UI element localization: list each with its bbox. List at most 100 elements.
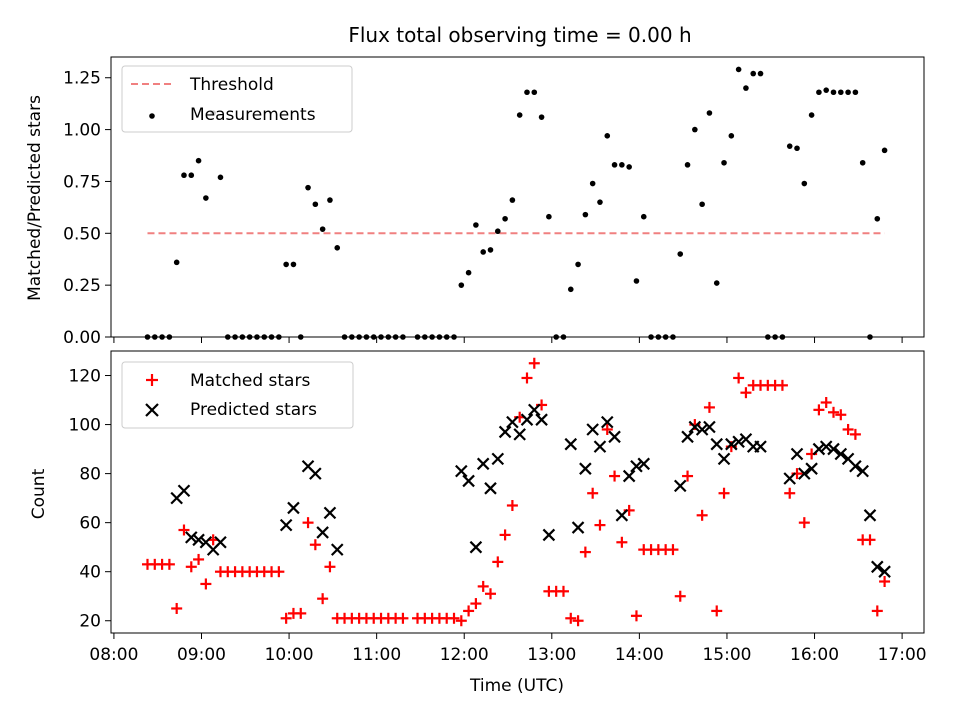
matched-stars-point bbox=[324, 561, 336, 573]
matched-stars-point bbox=[784, 487, 796, 499]
measurement-point bbox=[859, 159, 866, 166]
measurement-point bbox=[816, 89, 822, 96]
measurement-point bbox=[881, 147, 888, 154]
top-panel: Flux total observing time = 0.00 h 0.00 0… bbox=[25, 23, 925, 348]
matched-stars-point bbox=[499, 529, 511, 541]
measurement-point bbox=[188, 172, 195, 179]
matched-stars-point bbox=[309, 539, 321, 551]
predicted-stars-point bbox=[695, 423, 709, 436]
predicted-stars-point bbox=[849, 459, 862, 473]
matched-stars-point bbox=[506, 499, 518, 511]
matched-stars-point bbox=[295, 607, 307, 619]
matched-stars-point bbox=[565, 612, 577, 624]
predicted-stars-point bbox=[732, 435, 745, 449]
matched-stars-point bbox=[864, 534, 876, 546]
measurement-point bbox=[567, 286, 574, 293]
bottom-y-axis-label: Count bbox=[29, 468, 49, 519]
bottom-legend-box bbox=[121, 361, 354, 429]
predicted-stars-point bbox=[783, 472, 796, 485]
measurement-point bbox=[531, 89, 538, 96]
bottom-y-tick-label: 60 bbox=[79, 514, 101, 534]
measurement-point bbox=[312, 201, 319, 208]
top-legend-box bbox=[121, 65, 353, 133]
matched-stars-point bbox=[448, 612, 460, 624]
measurement-point bbox=[494, 228, 501, 235]
measurement-point bbox=[516, 112, 523, 118]
predicted-stars-point bbox=[279, 518, 293, 532]
legend-measurements-label: Measurements bbox=[190, 105, 316, 125]
measurement-point bbox=[327, 197, 333, 203]
predicted-stars-point bbox=[608, 430, 621, 444]
measurement-point bbox=[458, 282, 465, 288]
top-y-tick-label: 0.75 bbox=[63, 172, 101, 192]
predicted-stars-point bbox=[681, 430, 694, 444]
predicted-stars-point bbox=[593, 440, 607, 453]
measurement-point bbox=[575, 261, 581, 268]
matched-stars-point bbox=[696, 509, 708, 521]
predicted-stars-point bbox=[571, 521, 585, 534]
predicted-stars-point bbox=[520, 413, 534, 426]
predicted-stars-point bbox=[287, 501, 300, 515]
predicted-stars-point bbox=[506, 415, 519, 429]
predicted-stars-point bbox=[185, 531, 198, 544]
measurement-point bbox=[546, 213, 552, 220]
measurement-point bbox=[728, 133, 735, 139]
bottom-panel: 20 40 60 80 100 120 08:00 09:00 10:00 11:00 12:00… bbox=[29, 350, 927, 696]
predicted-stars-point bbox=[214, 535, 227, 549]
measurement-point bbox=[611, 162, 618, 168]
x-tick-label: 11:00 bbox=[352, 645, 401, 665]
measurement-point bbox=[290, 261, 297, 268]
predicted-stars-point bbox=[469, 540, 483, 554]
matched-stars-point bbox=[579, 546, 591, 558]
measurement-point bbox=[480, 249, 486, 255]
predicted-stars-point bbox=[673, 479, 687, 493]
measurement-point bbox=[487, 247, 494, 253]
matched-stars-point bbox=[280, 612, 292, 624]
predicted-stars-point bbox=[462, 474, 475, 488]
matched-stars-point bbox=[703, 401, 715, 413]
matched-stars-point bbox=[463, 605, 475, 617]
predicted-stars-point bbox=[827, 442, 840, 456]
measurement-point bbox=[217, 174, 224, 181]
matched-stars-point bbox=[171, 602, 183, 614]
measurement-point bbox=[173, 259, 180, 266]
predicted-stars-point bbox=[703, 420, 716, 434]
bottom-y-tick-label: 40 bbox=[79, 563, 101, 583]
predicted-stars-point bbox=[564, 437, 578, 451]
measurement-point bbox=[750, 70, 757, 77]
x-tick-label: 14:00 bbox=[615, 645, 664, 665]
predicted-stars-point bbox=[192, 533, 205, 547]
matched-stars-point bbox=[733, 372, 745, 384]
predicted-stars-point bbox=[790, 447, 804, 461]
measurement-point bbox=[808, 112, 815, 118]
predicted-stars-point bbox=[863, 509, 877, 522]
legend-matched-label: Matched stars bbox=[190, 371, 310, 391]
bottom-y-tick-label: 100 bbox=[69, 416, 101, 436]
matched-stars-point bbox=[820, 396, 832, 408]
matched-stars-point bbox=[798, 517, 810, 529]
measurement-point bbox=[706, 110, 713, 116]
matched-stars-point bbox=[397, 612, 409, 624]
matched-stars-point bbox=[587, 487, 599, 499]
predicted-stars-point bbox=[535, 413, 548, 426]
matched-stars-point bbox=[193, 553, 205, 565]
chart-title: Flux total observing time = 0.00 h bbox=[348, 23, 691, 47]
matched-stars-point bbox=[572, 615, 584, 627]
predicted-stars-point bbox=[498, 425, 512, 439]
predicted-stars-point bbox=[579, 462, 592, 475]
x-tick-label: 08:00 bbox=[89, 645, 138, 665]
matched-stars-point bbox=[740, 387, 752, 399]
matched-stars-point bbox=[302, 517, 314, 529]
matched-stars-point bbox=[667, 544, 679, 556]
top-y-tick-label: 0.25 bbox=[63, 276, 101, 296]
predicted-stars-point bbox=[586, 423, 599, 436]
matched-stars-point bbox=[609, 470, 621, 482]
matched-stars-point bbox=[842, 423, 854, 435]
measurement-point bbox=[626, 164, 632, 170]
predicted-stars-point bbox=[725, 437, 738, 451]
predicted-stars-point bbox=[754, 440, 767, 453]
predicted-stars-point bbox=[710, 437, 724, 451]
x-tick-label: 09:00 bbox=[177, 645, 226, 665]
predicted-stars-point bbox=[330, 543, 344, 556]
matched-stars-point bbox=[682, 470, 694, 482]
